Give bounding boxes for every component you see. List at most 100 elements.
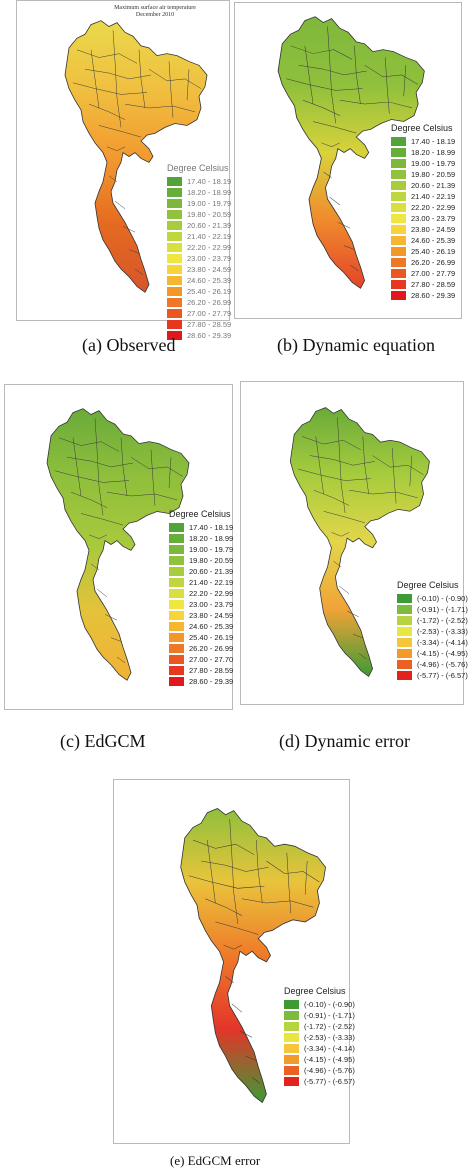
legend-item: 19.00 - 19.79 [391,158,455,169]
legend-label: 23.00 - 23.79 [411,214,456,223]
legend-label: 21.40 - 22.19 [411,192,456,201]
legend-item: 19.80 - 20.59 [391,169,455,180]
legend-swatch [284,1011,299,1020]
legend-item: 24.60 - 25.39 [391,235,455,246]
province-boundary [339,99,413,109]
thailand-land-shape [277,16,425,289]
legend-swatch [397,627,412,636]
legend-label: 26.20 - 26.99 [411,258,456,267]
legend-label: (-0.10) - (-0.90) [417,594,468,603]
legend-swatch [391,214,406,223]
legend-item: (-4.96) - (-5.76) [397,659,468,670]
legend-item: (-3.34) - (-4.14) [284,1043,355,1054]
province-boundaries [54,418,184,664]
province-boundary [391,447,397,504]
province-boundary [337,417,346,514]
province-boundary [309,455,375,466]
legend-item: 20.60 - 21.39 [167,220,231,231]
province-boundary [231,1003,243,1013]
province-boundary [286,852,292,914]
caption-observed: (a) Observed [82,335,176,355]
province-boundary [245,1056,257,1061]
province-boundary [201,860,269,872]
legend-label: (-1.72) - (-2.52) [304,1022,355,1031]
legend-swatch [391,159,406,168]
province-boundary [88,534,108,539]
legend-label: 27.00 - 27.70 [189,655,234,664]
legend-swatch [167,188,182,197]
province-boundary [58,437,120,452]
legend-item: (-1.72) - (-2.52) [284,1021,355,1032]
legend-swatch [284,1066,299,1075]
legend-swatch [167,309,182,318]
legend-label: (-3.34) - (-4.14) [304,1044,355,1053]
legend-item: 21.40 - 22.19 [391,191,455,202]
legend-item: 18.20 - 18.99 [167,187,231,198]
province-boundary [120,437,128,497]
legend-item: 27.00 - 27.79 [167,308,231,319]
province-boundary [215,921,259,935]
province-boundary [168,457,172,489]
legend-item: 18.20 - 18.99 [169,533,233,544]
legend-label: 25.40 - 26.19 [187,287,232,296]
legend-item: 23.00 - 23.79 [167,253,231,264]
province-boundary [72,82,148,95]
legend-item: 19.80 - 20.59 [169,555,233,566]
caption-edgcm-error: (e) EdGCM error [170,1153,261,1168]
legend-swatch [169,589,184,598]
legend-edgcm: Degree Celsius 17.40 - 18.19 18.20 - 18.9… [169,509,233,687]
map-panel-dynamic-equation: Degree Celsius 17.40 - 18.19 18.20 - 18.9… [234,2,462,319]
thailand-map-edgcm [46,408,190,681]
province-boundary [350,264,359,272]
legend-item: (-4.15) - (-4.95) [397,648,468,659]
legend-observed: Degree Celsius 17.40 - 18.19 18.20 - 18.9… [167,163,231,341]
province-boundary [301,436,361,451]
legend-item: 21.40 - 22.19 [169,577,233,588]
thailand-land-shape [289,407,430,677]
legend-item: 24.60 - 25.39 [169,621,233,632]
legend-label: 20.60 - 21.39 [411,181,456,190]
province-boundary [90,563,100,570]
province-boundary [94,418,104,516]
legend-swatch [391,192,406,201]
province-boundary [72,437,82,497]
province-boundary [148,68,202,89]
province-boundary [122,226,136,233]
legend-label: (-4.15) - (-4.95) [304,1055,355,1064]
province-boundary [114,200,126,210]
legend-label: 19.00 - 19.79 [187,199,232,208]
legend-swatch [391,225,406,234]
legend-label: 20.60 - 21.39 [189,567,234,576]
legend-item: 23.80 - 24.59 [391,224,455,235]
legend-swatch [167,243,182,252]
legend-title: Degree Celsius [397,580,459,590]
province-boundary [225,976,234,984]
legend-label: (-0.91) - (-1.71) [417,605,468,614]
legend-label: (-4.15) - (-4.95) [417,649,468,658]
legend-swatch [391,291,406,300]
legend-swatch [169,534,184,543]
legend-swatch [169,622,184,631]
thailand-land-shape [180,808,326,1104]
legend-label: 27.80 - 28.59 [189,666,234,675]
legend-item: 23.80 - 24.59 [167,264,231,275]
province-boundary [66,456,134,468]
legend-item: 24.60 - 25.39 [167,275,231,286]
province-boundary [239,1030,253,1038]
province-boundary [106,491,178,501]
legend-item: (-0.10) - (-0.90) [284,999,355,1010]
province-boundary [106,146,126,151]
thailand-map-observed [64,20,208,293]
province-boundary [54,470,130,483]
province-boundary [384,57,390,114]
province-boundary [333,561,342,568]
legend-label: 17.40 - 18.19 [189,523,234,532]
thailand-land-shape [46,408,190,681]
legend-swatch [169,644,184,653]
legend-label: (-0.10) - (-0.90) [304,1000,355,1009]
legend-item: 20.60 - 21.39 [169,566,233,577]
legend-label: 19.80 - 20.59 [189,556,234,565]
province-boundary [290,45,353,60]
legend-title: Degree Celsius [284,986,346,996]
caption-dynamic-equation: (b) Dynamic equation [277,335,435,355]
